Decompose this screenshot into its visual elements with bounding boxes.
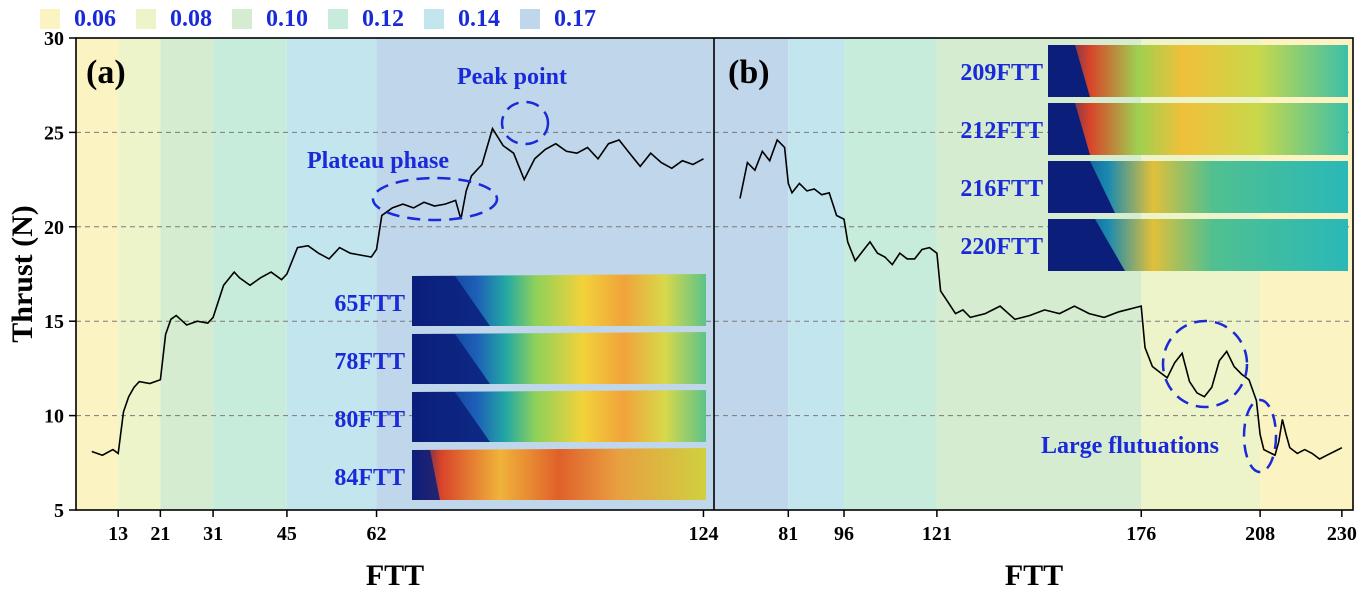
plateau-ellipse — [371, 176, 499, 222]
plot-frame — [75, 37, 1354, 511]
y-tick-label: 30 — [44, 28, 64, 50]
flow-field-image — [412, 274, 706, 326]
x-tick-label: 81 — [778, 523, 798, 545]
legend-item: 0.14 — [424, 6, 500, 33]
flow-field-image — [1048, 161, 1115, 213]
flow-field-image — [1048, 103, 1090, 155]
legend-swatch — [520, 9, 540, 29]
legend-item: 0.12 — [328, 6, 404, 33]
legend: 0.06 0.08 0.10 0.12 0.14 0.17 — [40, 4, 616, 34]
x-tick-label: 176 — [1126, 523, 1156, 545]
legend-item: 0.10 — [232, 6, 308, 33]
y-tick-label: 25 — [44, 122, 64, 144]
annotation-large-fluctuations: Large flutuations — [1041, 433, 1219, 459]
legend-swatch — [136, 9, 156, 29]
y-tick-label: 10 — [44, 406, 64, 428]
inset-label: 80FTT — [334, 407, 405, 433]
speed-band — [286, 38, 377, 510]
y-tick-label: 15 — [44, 311, 64, 333]
fluctuation-ellipse-small — [1242, 398, 1278, 474]
x-tick-label: 45 — [277, 523, 297, 545]
x-tick-label: 208 — [1245, 523, 1275, 545]
flow-field-image — [412, 276, 490, 326]
legend-label: 0.08 — [170, 5, 212, 32]
x-tick-label: 96 — [834, 523, 854, 545]
x-axis-label-a: FTT — [366, 559, 424, 592]
legend-item: 0.17 — [520, 6, 596, 33]
x-tick-label: 230 — [1327, 523, 1357, 545]
annotation-peak-point: Peak point — [457, 64, 567, 90]
legend-label: 0.17 — [554, 5, 596, 32]
legend-label: 0.06 — [74, 5, 116, 32]
legend-swatch — [232, 9, 252, 29]
flow-field-image — [1048, 219, 1125, 271]
inset-b — [1048, 45, 1348, 271]
x-tick-label: 121 — [922, 523, 952, 545]
inset-label: 209FTT — [960, 60, 1043, 86]
flow-field-image — [412, 390, 706, 442]
speed-band — [714, 38, 789, 510]
x-tick-label: 31 — [203, 523, 223, 545]
speed-band — [76, 38, 119, 510]
inset-label: 78FTT — [334, 349, 405, 375]
panel-label-b: (b) — [728, 54, 770, 91]
peak-ellipse — [500, 100, 550, 146]
flow-field-image — [1048, 45, 1090, 97]
inset-label: 84FTT — [334, 465, 405, 491]
speed-band — [160, 38, 214, 510]
inset-a — [412, 274, 706, 500]
flow-field-image — [412, 334, 490, 384]
flow-field-image — [412, 450, 440, 500]
inset-label: 65FTT — [334, 291, 405, 317]
inset-label: 220FTT — [960, 234, 1043, 260]
inset-label: 212FTT — [960, 118, 1043, 144]
x-tick-label: 124 — [688, 523, 718, 545]
fluctuation-ellipse-large — [1161, 319, 1249, 409]
x-tick-label: 62 — [367, 523, 387, 545]
flow-field-image — [1048, 103, 1348, 155]
y-tick-label: 5 — [54, 500, 64, 522]
flow-field-image — [412, 332, 706, 384]
flow-field-image — [412, 392, 490, 442]
thrust-line-b — [739, 138, 1343, 460]
inset-label: 216FTT — [960, 176, 1043, 202]
speed-band — [844, 38, 937, 510]
x-axis-label-b: FTT — [1005, 559, 1063, 592]
y-axis-label: Thrust (N) — [6, 205, 39, 343]
speed-band — [213, 38, 287, 510]
legend-item: 0.06 — [40, 6, 116, 33]
x-tick-label: 21 — [150, 523, 170, 545]
thrust-line-a — [91, 126, 704, 457]
legend-item: 0.08 — [136, 6, 212, 33]
flow-field-image — [1048, 45, 1348, 97]
x-tick-label: 13 — [108, 523, 128, 545]
legend-label: 0.10 — [266, 5, 308, 32]
legend-swatch — [328, 9, 348, 29]
panel-label-a: (a) — [86, 54, 126, 91]
speed-band — [118, 38, 161, 510]
flow-field-image — [412, 448, 706, 500]
legend-label: 0.12 — [362, 5, 404, 32]
y-tick-label: 20 — [44, 217, 64, 239]
legend-label: 0.14 — [458, 5, 500, 32]
legend-swatch — [40, 9, 60, 29]
speed-band — [788, 38, 845, 510]
annotation-plateau-phase: Plateau phase — [307, 148, 449, 174]
legend-swatch — [424, 9, 444, 29]
